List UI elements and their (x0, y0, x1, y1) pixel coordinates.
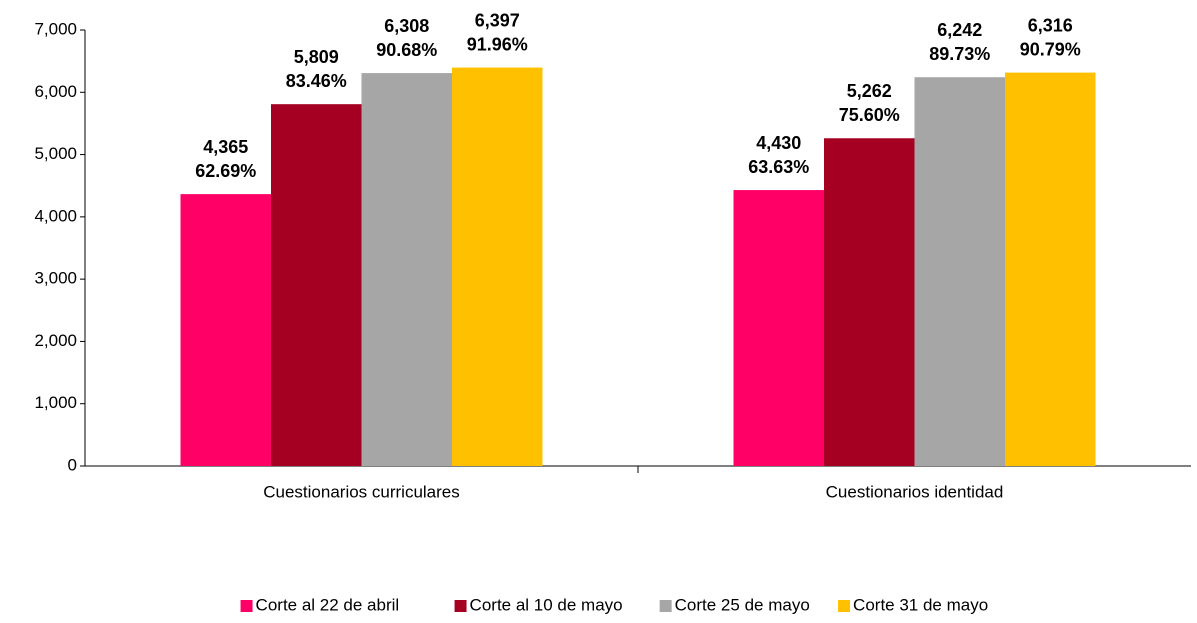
percent-label: 90.68% (376, 40, 437, 60)
y-tick-label: 5,000 (34, 144, 77, 163)
value-label: 5,262 (847, 81, 892, 101)
y-tick-label: 7,000 (34, 19, 77, 38)
bar (1005, 72, 1096, 467)
x-tick-label: Cuestionarios curriculares (263, 482, 460, 501)
percent-label: 91.96% (467, 34, 528, 54)
legend-label: Corte 25 de mayo (675, 595, 810, 614)
y-tick-label: 1,000 (34, 393, 77, 412)
percent-label: 83.46% (286, 71, 347, 91)
y-tick-label: 3,000 (34, 269, 77, 288)
value-label: 6,397 (475, 10, 520, 30)
value-label: 4,430 (756, 133, 801, 153)
value-label: 6,316 (1028, 15, 1073, 35)
value-label: 5,809 (294, 47, 339, 67)
bar (452, 67, 543, 466)
legend-swatch (838, 600, 851, 612)
bar (180, 194, 271, 466)
bar (271, 104, 362, 467)
bar (914, 77, 1005, 466)
bar (824, 138, 915, 467)
y-tick-label: 4,000 (34, 206, 77, 225)
value-label: 6,308 (384, 16, 429, 36)
percent-label: 63.63% (748, 157, 809, 177)
legend-swatch (240, 600, 253, 612)
x-tick-label: Cuestionarios identidad (826, 482, 1004, 501)
y-tick-label: 0 (68, 455, 77, 474)
legend-swatch (454, 600, 467, 612)
value-label: 6,242 (937, 20, 982, 40)
percent-label: 75.60% (839, 105, 900, 125)
bar (361, 73, 452, 466)
value-label: 4,365 (203, 137, 248, 157)
legend-label: Corte al 22 de abril (256, 595, 400, 614)
bar (733, 190, 824, 466)
percent-label: 62.69% (195, 161, 256, 181)
legend-label: Corte al 10 de mayo (470, 595, 623, 614)
legend-label: Corte 31 de mayo (853, 595, 988, 614)
legend-swatch (659, 600, 672, 612)
percent-label: 90.79% (1020, 39, 1081, 59)
y-tick-label: 6,000 (34, 82, 77, 101)
y-tick-label: 2,000 (34, 331, 77, 350)
percent-label: 89.73% (929, 44, 990, 64)
